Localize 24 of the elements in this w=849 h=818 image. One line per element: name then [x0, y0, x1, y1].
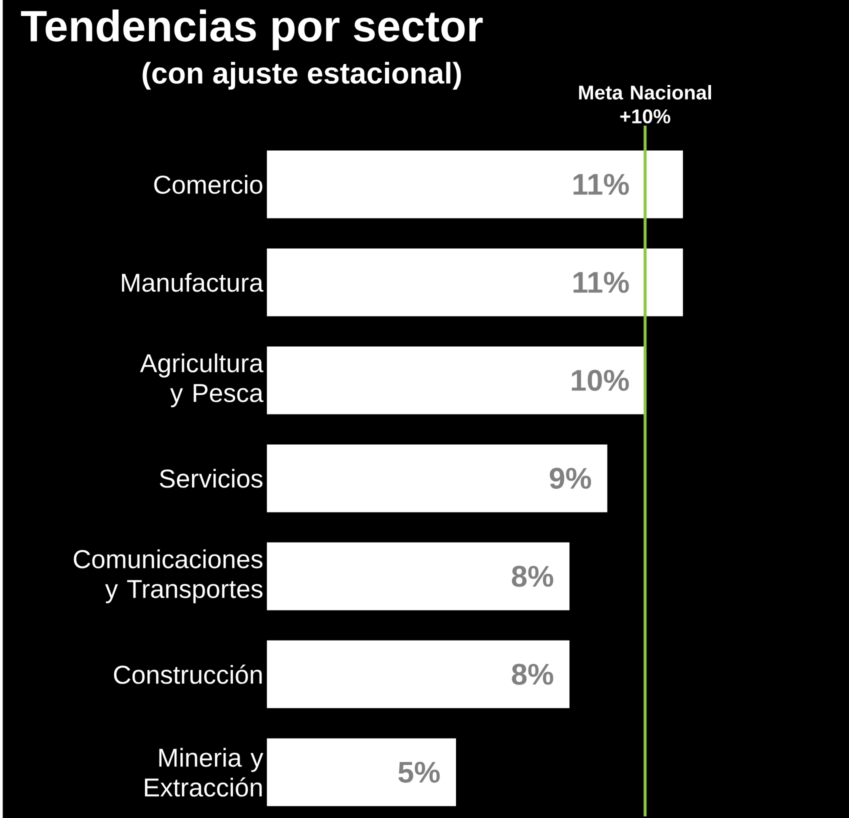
- bar: [266, 542, 570, 610]
- y-tick-label: Mineria y Extracción: [144, 748, 264, 796]
- y-tick-label: Servicios: [160, 468, 262, 488]
- y-tick-label: Construcción: [114, 664, 262, 684]
- bar: [266, 248, 683, 316]
- y-tick-label: Manufactura: [122, 272, 264, 292]
- bar: [266, 444, 608, 512]
- y-tick-label: Agricultura y Pesca: [140, 353, 264, 408]
- ref-line-label: Meta Nacional +10%: [579, 84, 712, 124]
- data-label: 11%: [574, 174, 629, 195]
- data-label: 11%: [574, 272, 629, 293]
- data-label: 5%: [398, 762, 440, 783]
- bar: [266, 346, 646, 414]
- chart-subtitle: (con ajuste estacional): [142, 62, 461, 90]
- bar: [266, 640, 570, 708]
- data-label: 8%: [512, 566, 554, 587]
- data-label: 9%: [550, 468, 592, 489]
- bar: [266, 738, 456, 806]
- y-tick-label: Comunicaciones y Transportes: [74, 549, 262, 604]
- data-label: 10%: [572, 370, 629, 391]
- data-label: 8%: [512, 664, 554, 685]
- bar: [266, 150, 683, 218]
- y-tick-label: Comercio: [154, 174, 262, 194]
- chart-title: Tendencias por sector: [20, 9, 483, 50]
